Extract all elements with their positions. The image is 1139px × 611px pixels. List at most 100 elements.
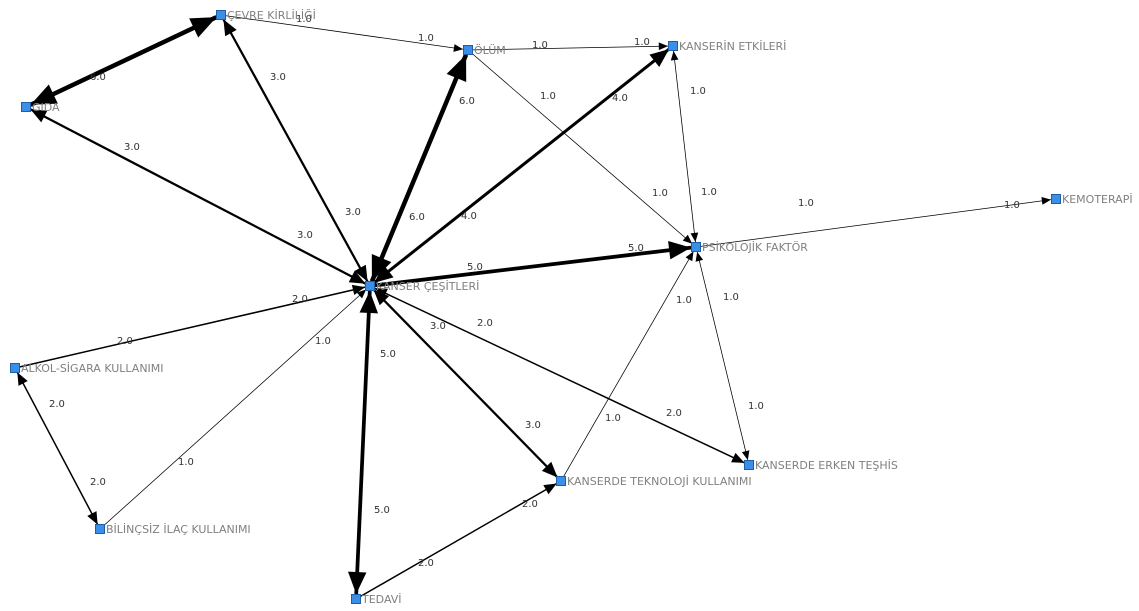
edge-weight-label: 3.0 <box>270 72 286 83</box>
edge-psiko-kemo <box>700 199 1052 247</box>
node-marker[interactable] <box>1051 194 1061 204</box>
node-marker[interactable] <box>10 363 20 373</box>
edge-cevre-gida <box>29 15 218 107</box>
node-marker[interactable] <box>351 594 361 604</box>
edge-weight-label: 2.0 <box>292 294 308 305</box>
node-label: ÇEVRE KİRLİLİĞİ <box>227 9 316 22</box>
edge-cesit-tekno <box>372 288 559 479</box>
edge-weight-label: 6.0 <box>459 96 475 107</box>
node-alkol[interactable]: ALKOL-SİGARA KULLANIMI <box>10 362 164 375</box>
edge-weight-label: 5.0 <box>467 262 483 273</box>
node-marker[interactable] <box>216 10 226 20</box>
arrowhead-cevre-cesit-end <box>354 264 368 282</box>
edge-weight-label: 1.0 <box>1004 200 1020 211</box>
node-marker[interactable] <box>95 524 105 534</box>
edge-weight-label: 3.0 <box>345 207 361 218</box>
node-etkiler[interactable]: KANSERİN ETKİLERİ <box>668 40 787 53</box>
arrowhead-cesit-tedavi-end <box>347 571 367 595</box>
edge-weight-label: 5.0 <box>374 505 390 516</box>
arrowhead-psiko-kemo-end <box>1041 197 1052 205</box>
arrowhead-cevre-cesit-start <box>223 19 237 37</box>
edge-weight-label: 2.0 <box>477 318 493 329</box>
arrowhead-cevre-gida-end <box>30 84 58 105</box>
node-marker[interactable] <box>668 41 678 51</box>
edge-cesit-teshis <box>374 287 745 464</box>
edge-olum-cesit <box>369 53 469 283</box>
node-cevre[interactable]: ÇEVRE KİRLİLİĞİ <box>216 9 316 22</box>
edge-weight-label: 3.0 <box>525 420 541 431</box>
node-label: PSİKOLOJİK FAKTÖR <box>702 241 808 254</box>
edge-weight-label: 1.0 <box>676 295 692 306</box>
arrowhead-olum-etkiler-end <box>658 42 669 51</box>
edge-weight-label: 1.0 <box>798 198 814 209</box>
node-gida[interactable]: GIDA <box>21 101 61 114</box>
edge-weight-label: 1.0 <box>532 40 548 51</box>
edge-weight-label: 4.0 <box>461 211 477 222</box>
node-label: BİLİNÇSİZ İLAÇ KULLANIMI <box>106 523 251 536</box>
node-marker[interactable] <box>365 281 375 291</box>
edge-weight-label: 6.0 <box>409 212 425 223</box>
edge-weight-label: 2.0 <box>522 499 538 510</box>
node-label: ÖLÜM <box>474 44 506 57</box>
edge-weight-label: 4.0 <box>612 93 628 104</box>
edge-weight-label: 1.0 <box>634 37 650 48</box>
node-psiko[interactable]: PSİKOLOJİK FAKTÖR <box>691 241 809 254</box>
node-label: KEMOTERAPİ <box>1062 193 1133 206</box>
arrowhead-etkiler-psiko-start <box>670 50 679 61</box>
arrowhead-cesit-tedavi-start <box>359 290 379 314</box>
edge-weight-label: 1.0 <box>723 292 739 303</box>
edge-weight-label: 3.0 <box>430 321 446 332</box>
edge-weight-label: 2.0 <box>418 558 434 569</box>
node-tekno[interactable]: KANSERDE TEKNOLOJİ KULLANIMI <box>556 475 752 488</box>
edge-weight-label: 3.0 <box>297 230 313 241</box>
node-marker[interactable] <box>463 45 473 55</box>
edge-weight-label: 5.0 <box>380 349 396 360</box>
node-label: GIDA <box>32 101 60 114</box>
arrowhead-olum-psiko-end <box>682 234 693 244</box>
arrowhead-tedavi-tekno-end <box>543 483 557 495</box>
edge-weight-label: 1.0 <box>690 86 706 97</box>
edge-weight-label: 2.0 <box>49 399 65 410</box>
edge-cevre-cesit <box>222 18 369 283</box>
node-marker[interactable] <box>744 460 754 470</box>
node-cesit[interactable]: KANSER ÇEŞİTLERİ <box>365 280 480 293</box>
node-label: KANSERDE ERKEN TEŞHİS <box>755 459 898 472</box>
arrowhead-olum-cesit-start <box>446 54 467 82</box>
edge-gida-cesit <box>29 108 367 285</box>
edge-weight-label: 1.0 <box>652 188 668 199</box>
node-marker[interactable] <box>556 476 566 486</box>
node-teshis[interactable]: KANSERDE ERKEN TEŞHİS <box>744 459 898 472</box>
edge-weight-label: 1.0 <box>418 33 434 44</box>
node-tedavi[interactable]: TEDAVİ <box>351 593 402 606</box>
arrowhead-cesit-psiko-end <box>668 241 692 260</box>
arrowhead-alkol-cesit-end <box>351 284 366 295</box>
node-marker[interactable] <box>21 102 31 112</box>
arrowhead-gida-cesit-end <box>348 270 366 284</box>
arrowhead-cevre-gida-start <box>189 17 217 38</box>
arrowhead-cevre-olum-end <box>453 44 464 52</box>
edge-weight-label: 2.0 <box>117 336 133 347</box>
edges-layer <box>16 15 1052 598</box>
edge-weight-label: 1.0 <box>701 187 717 198</box>
node-label: TEDAVİ <box>361 593 402 606</box>
edge-etkiler-psiko <box>673 50 696 243</box>
nodes-layer: ÇEVRE KİRLİLİĞİ ÖLÜM KANSERİN ETKİLERİ GIDA… <box>10 9 1133 606</box>
edge-etkiler-cesit <box>372 47 671 285</box>
edge-olum-psiko <box>471 52 693 245</box>
edge-weight-label: 6.0 <box>90 72 106 83</box>
edge-ilac-cesit <box>103 289 367 526</box>
node-label: ALKOL-SİGARA KULLANIMI <box>21 362 164 375</box>
node-olum[interactable]: ÖLÜM <box>463 44 506 57</box>
edge-tedavi-tekno <box>359 482 558 598</box>
edge-weight-label: 2.0 <box>666 408 682 419</box>
edge-weight-label: 5.0 <box>628 243 644 254</box>
node-kemo[interactable]: KEMOTERAPİ <box>1051 193 1133 206</box>
edge-weight-label: 1.0 <box>315 336 331 347</box>
arrowhead-psiko-teshis-end <box>741 450 750 461</box>
node-ilac[interactable]: BİLİNÇSİZ İLAÇ KULLANIMI <box>95 523 251 536</box>
arrowhead-cesit-tekno-end <box>541 461 558 478</box>
arrowhead-etkiler-psiko-end <box>690 232 699 243</box>
node-marker[interactable] <box>691 242 701 252</box>
node-label: KANSERDE TEKNOLOJİ KULLANIMI <box>567 475 752 488</box>
